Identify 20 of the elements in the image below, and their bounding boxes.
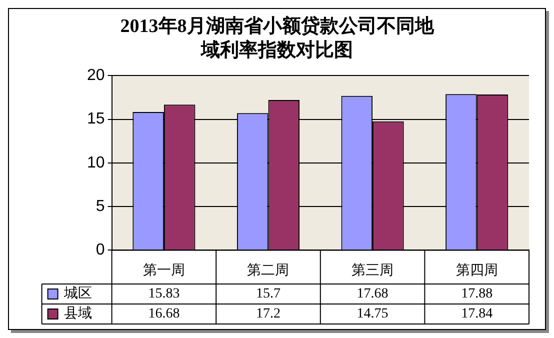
- y-tick-label: 0: [96, 242, 105, 259]
- x-tick-label: 第一周: [142, 262, 185, 278]
- data-label: 17.88: [461, 286, 493, 302]
- data-label: 15.83: [148, 286, 180, 302]
- legend-label: 县域: [64, 306, 92, 322]
- data-label: 17.84: [461, 306, 493, 322]
- data-label: 17.2: [256, 306, 280, 322]
- chart-title: 2013年8月湖南省小额贷款公司不同地域利率指数对比图: [119, 15, 436, 63]
- data-label: 17.68: [356, 286, 388, 302]
- x-tick-label: 第三周: [352, 262, 394, 278]
- y-tick-label: 20: [87, 67, 105, 84]
- y-tick-label: 10: [87, 154, 105, 172]
- legend-label: 城区: [62, 286, 92, 302]
- x-tick-label: 第四周: [456, 262, 498, 278]
- x-tick-label: 第二周: [247, 262, 290, 278]
- data-label: 15.7: [256, 286, 280, 302]
- data-label: 14.75: [356, 306, 388, 322]
- data-label: 16.68: [148, 306, 180, 322]
- y-tick-label: 15: [87, 110, 105, 128]
- y-tick-label: 5: [96, 198, 105, 215]
